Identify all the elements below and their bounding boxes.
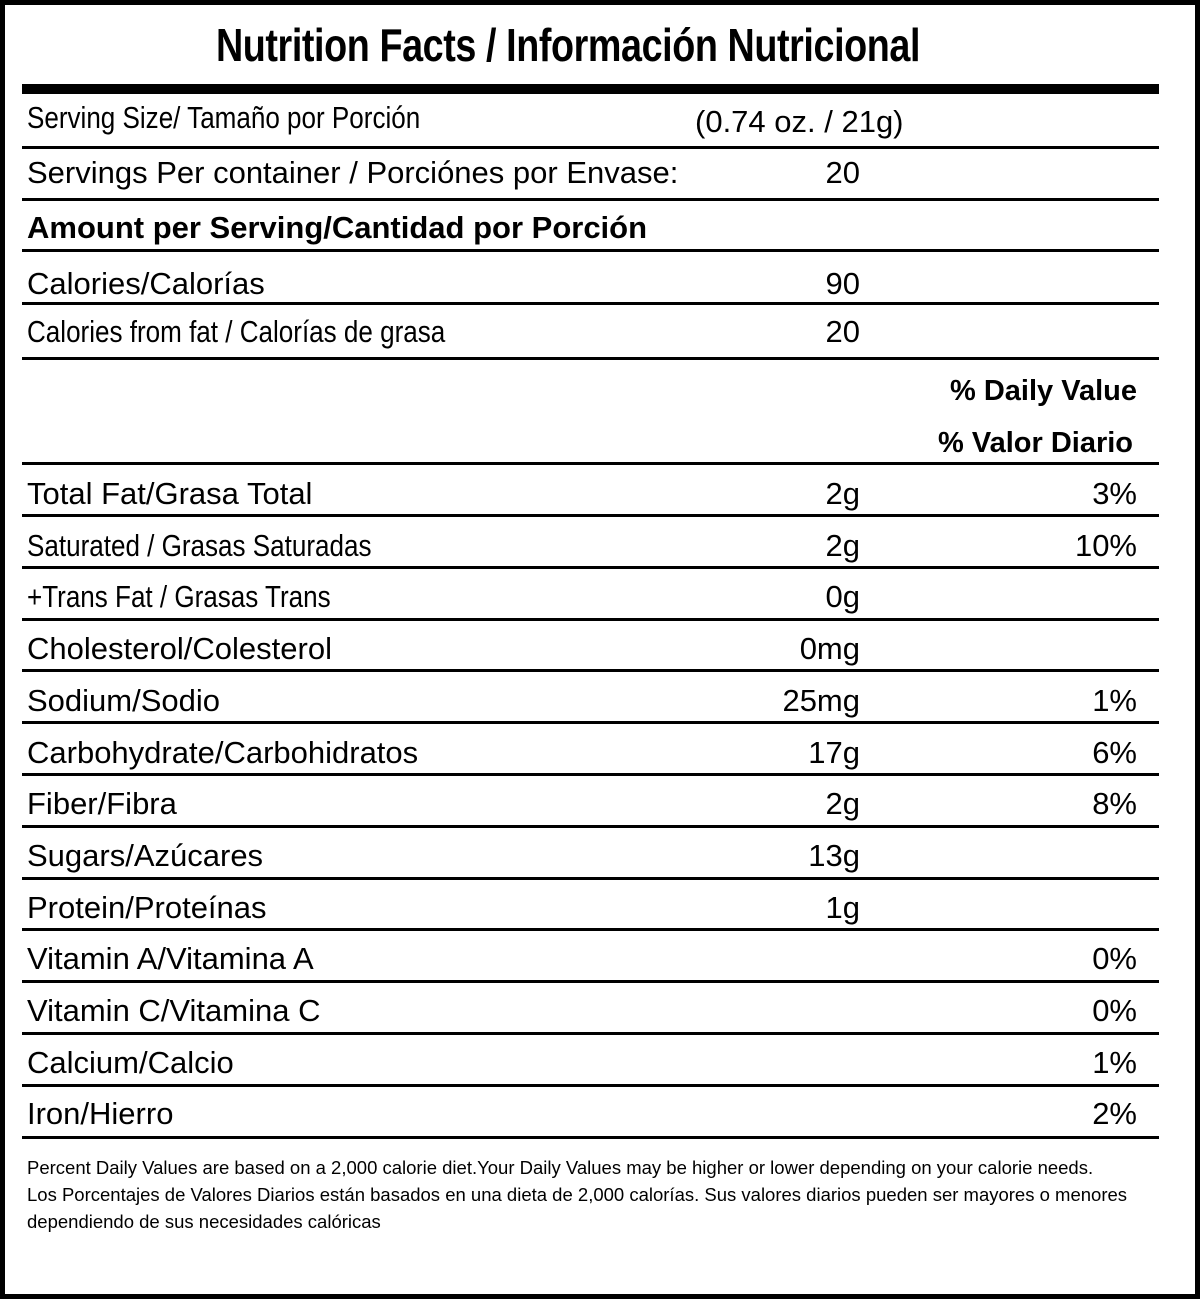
nutrient-label: Sugars/Azúcares [27, 837, 264, 873]
nutrient-daily-value: 8% [1092, 786, 1137, 822]
divider [22, 1135, 1159, 1139]
nutrient-label: Carbohydrate/Carbohidratos [27, 734, 419, 770]
nutrient-daily-value: 6% [1092, 734, 1137, 770]
divider [22, 876, 1159, 880]
nutrient-amount: 0mg [799, 631, 860, 667]
amount-header: Amount per Serving/Cantidad por Porción [27, 210, 648, 245]
dv-header-en: % Daily Value [950, 375, 1137, 407]
divider [22, 565, 1159, 569]
dv-header-es: % Valor Diario [937, 427, 1133, 459]
divider [22, 198, 1159, 201]
nutrient-label: Iron/Hierro [27, 1096, 174, 1132]
divider [22, 928, 1159, 932]
serving-size-value: (0.74 oz. / 21g) [695, 104, 904, 139]
nutrient-amount: 25mg [782, 682, 860, 718]
footnote-english: Percent Daily Values are based on a 2,00… [27, 1157, 1094, 1178]
nutrient-daily-value: 0% [1092, 941, 1137, 977]
divider [22, 357, 1159, 360]
nutrient-label: Vitamin A/Vitamina A [27, 941, 314, 977]
nutrient-amount: 17g [808, 734, 860, 770]
nutrient-amount: 13g [808, 837, 860, 873]
divider [22, 617, 1159, 621]
nutrient-amount: 1g [825, 889, 860, 925]
nutrient-label: Vitamin C/Vitamina C [27, 993, 321, 1028]
nutrient-label: Saturated / Grasas Saturadas [27, 527, 372, 563]
divider [22, 824, 1159, 828]
divider [22, 514, 1159, 517]
divider [22, 980, 1159, 984]
nutrient-daily-value: 2% [1092, 1096, 1137, 1132]
nutrient-amount: 2g [825, 476, 860, 511]
nutrient-daily-value: 1% [1092, 1044, 1137, 1080]
servings-value: 20 [825, 155, 860, 190]
divider [22, 462, 1159, 465]
serving-size-label: Serving Size/ Tamaño por Porción [27, 100, 421, 135]
divider [22, 1032, 1159, 1035]
calories-fat-value: 20 [825, 314, 860, 349]
calories-fat-label: Calories from fat / Calorías de grasa [27, 314, 446, 349]
footnote-spanish: Los Porcentajes de Valores Diarios están… [27, 1184, 1128, 1232]
divider [22, 721, 1159, 725]
nutrient-label: +Trans Fat / Grasas Trans [27, 579, 331, 615]
nutrient-daily-value: 1% [1092, 682, 1137, 718]
divider [22, 669, 1159, 673]
calories-value: 90 [825, 266, 860, 301]
label-title: Nutrition Facts / Información Nutriciona… [215, 19, 921, 71]
divider [22, 302, 1159, 305]
nutrient-label: Cholesterol/Colesterol [27, 631, 332, 667]
nutrient-label: Sodium/Sodio [27, 682, 221, 718]
nutrient-label: Protein/Proteínas [27, 889, 267, 925]
divider [22, 146, 1159, 149]
nutrient-daily-value: 3% [1092, 476, 1137, 511]
footnote: Percent Daily Values are based on a 2,00… [27, 1154, 1167, 1235]
nutrient-amount: 2g [825, 786, 860, 822]
servings-label: Servings Per container / Porciónes por E… [27, 155, 679, 190]
nutrient-label: Calcium/Calcio [27, 1044, 234, 1080]
divider [22, 1083, 1159, 1087]
nutrient-amount: 0g [825, 579, 860, 615]
title-rule [22, 84, 1159, 94]
divider [22, 249, 1159, 252]
nutrient-daily-value: 0% [1092, 993, 1137, 1028]
calories-label: Calories/Calorías [27, 266, 265, 301]
nutrient-label: Fiber/Fibra [27, 786, 177, 822]
nutrient-daily-value: 10% [1074, 527, 1137, 563]
divider [22, 773, 1159, 776]
nutrient-label: Total Fat/Grasa Total [27, 476, 313, 511]
nutrient-amount: 2g [825, 527, 860, 563]
